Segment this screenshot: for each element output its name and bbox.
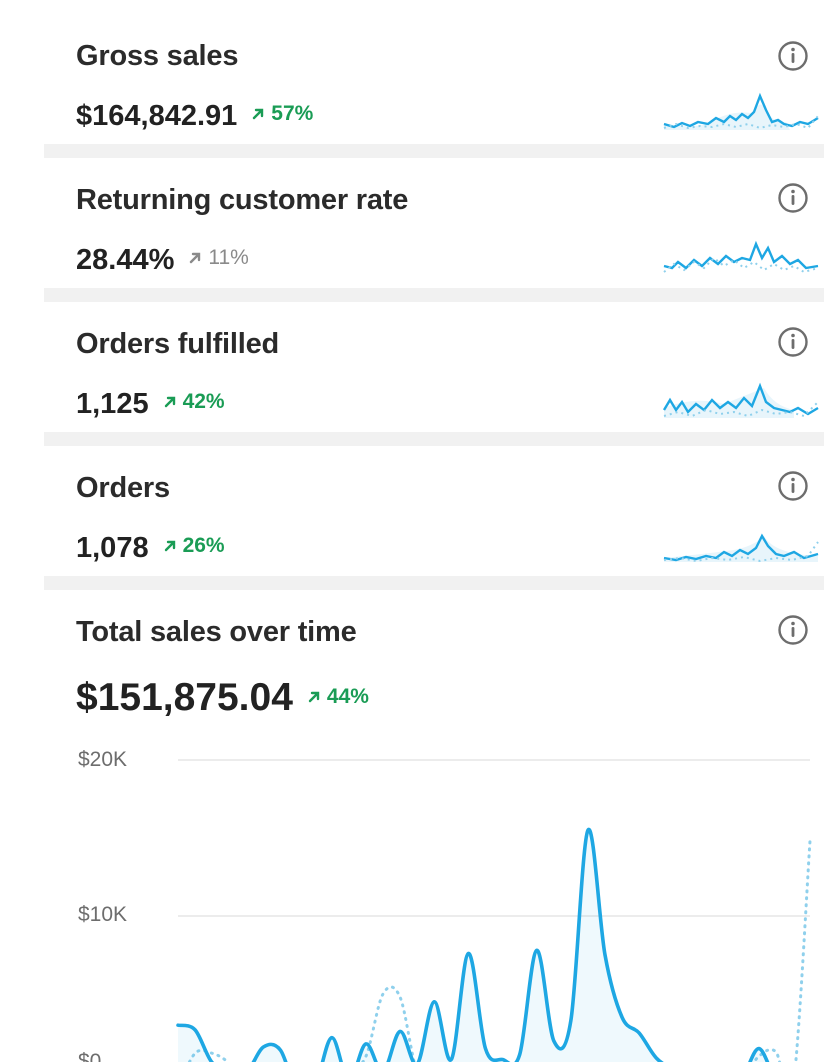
y-tick-label: $20K xyxy=(78,748,128,771)
divider xyxy=(44,288,824,302)
info-icon[interactable] xyxy=(777,470,809,502)
sparkline xyxy=(663,240,819,274)
info-icon[interactable] xyxy=(777,326,809,358)
metric-card-gross-sales[interactable]: Gross sales $164,842.91 57% xyxy=(44,0,824,144)
metric-title: Gross sales xyxy=(76,40,239,72)
arrow-up-right-icon xyxy=(164,397,175,408)
sparkline xyxy=(662,382,819,418)
arrow-up-right-icon xyxy=(253,109,264,120)
total-sales-card: Total sales over time $151,875.04 44% $20… xyxy=(44,590,824,1062)
sparkline xyxy=(663,533,819,563)
metric-value: $164,842.91 57% xyxy=(76,100,314,132)
divider xyxy=(44,144,824,158)
metric-value: 1,125 42% xyxy=(76,388,225,420)
arrow-up-right-icon xyxy=(308,691,320,702)
sales-line-chart xyxy=(176,759,812,1062)
sparkline xyxy=(663,92,819,130)
y-tick-label: $10K xyxy=(78,903,128,926)
metric-title: Orders fulfilled xyxy=(76,328,280,360)
metric-value: 28.44% 11% xyxy=(76,244,249,276)
total-sales-title: Total sales over time xyxy=(76,616,357,648)
metric-title: Orders xyxy=(76,472,170,504)
change-badge: 57% xyxy=(251,102,313,126)
change-badge: 26% xyxy=(163,534,225,558)
arrow-up-right-icon xyxy=(164,541,175,552)
info-icon[interactable] xyxy=(777,614,809,646)
total-sales-value: $151,875.04 44% xyxy=(76,676,369,719)
series-line-comparison xyxy=(187,839,812,1062)
info-icon[interactable] xyxy=(777,40,809,72)
metric-card-orders[interactable]: Orders 1,078 26% xyxy=(44,446,824,576)
divider xyxy=(44,432,824,446)
change-badge: 44% xyxy=(307,685,369,709)
series-area xyxy=(178,829,768,1062)
y-tick-label: $0 xyxy=(78,1050,102,1062)
metric-value: 1,078 26% xyxy=(76,532,225,564)
metric-card-returning-customer-rate[interactable]: Returning customer rate 28.44% 11% xyxy=(44,158,824,288)
change-badge: 11% xyxy=(188,246,249,270)
metric-card-orders-fulfilled[interactable]: Orders fulfilled 1,125 42% xyxy=(44,302,824,432)
series-line-current xyxy=(176,827,770,1062)
change-badge: 42% xyxy=(163,390,225,414)
arrow-up-right-icon xyxy=(190,253,201,264)
metric-title: Returning customer rate xyxy=(76,184,409,216)
info-icon[interactable] xyxy=(777,182,809,214)
divider xyxy=(44,576,824,590)
